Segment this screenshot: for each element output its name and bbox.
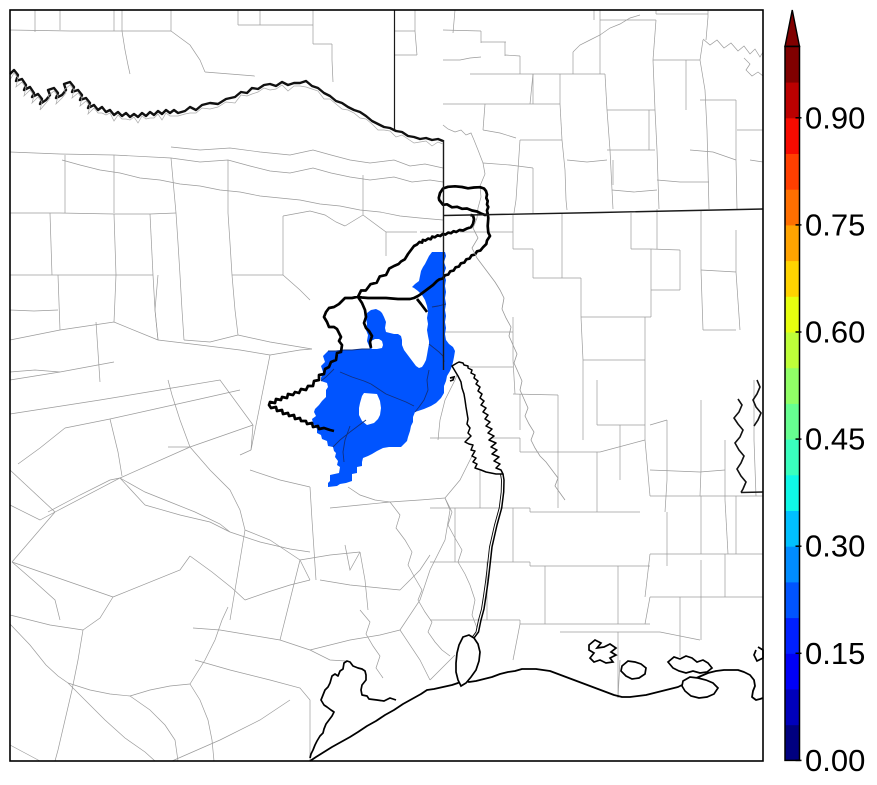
svg-text:0.60: 0.60: [805, 315, 865, 350]
svg-text:0.15: 0.15: [805, 636, 865, 671]
svg-text:0.30: 0.30: [805, 529, 865, 564]
svg-text:0.75: 0.75: [805, 207, 865, 242]
svg-text:0.00: 0.00: [805, 743, 865, 778]
svg-text:0.45: 0.45: [805, 422, 865, 457]
svg-text:0.90: 0.90: [805, 100, 865, 135]
